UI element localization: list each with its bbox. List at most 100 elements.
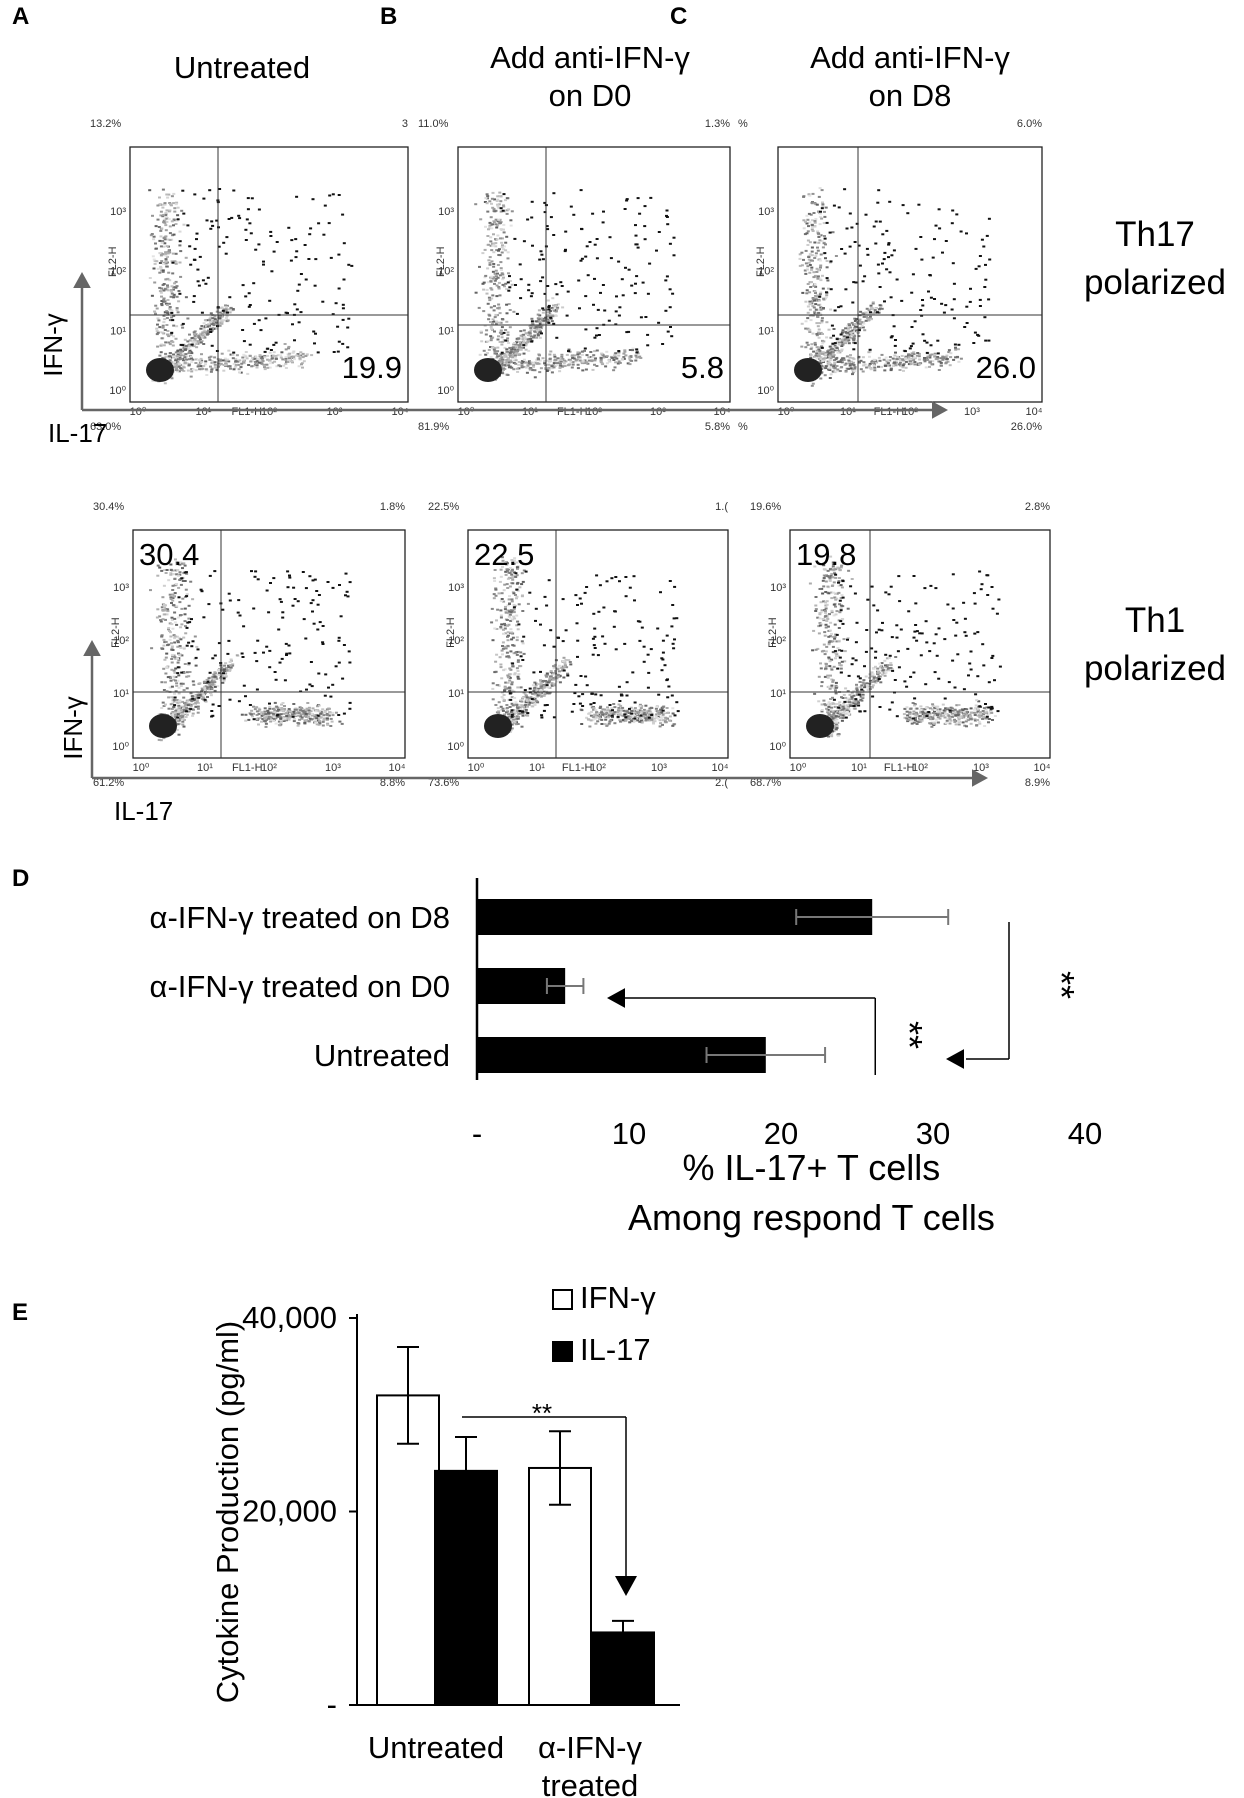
fl2-label: FL2-H bbox=[435, 246, 447, 277]
fl1-label: FL1-H bbox=[231, 406, 262, 418]
x-decade-label: 10² bbox=[261, 406, 277, 418]
panel-d-significance: ** bbox=[1041, 971, 1082, 999]
y-decade-label: 10³ bbox=[770, 582, 786, 594]
quadrant-bl-pct: 81.9% bbox=[418, 421, 449, 433]
panel-e-legend-label: IL-17 bbox=[580, 1332, 651, 1367]
y-decade-label: 10² bbox=[758, 266, 774, 278]
row-title-1: polarized bbox=[1084, 263, 1226, 302]
panel-e-y-tick: - bbox=[327, 1687, 337, 1722]
density-core bbox=[146, 358, 174, 382]
x-decade-label: 10³ bbox=[651, 762, 667, 774]
x-decade-label: 10³ bbox=[650, 406, 666, 418]
panel-e-legend-swatch bbox=[552, 1289, 573, 1310]
row-title-2: Th1 bbox=[1125, 601, 1185, 640]
y-decade-label: 10² bbox=[438, 266, 454, 278]
ifng-axis-label-1: IFN-γ bbox=[38, 313, 68, 377]
y-decade-label: 10³ bbox=[758, 206, 774, 218]
density-cloud bbox=[808, 555, 1002, 738]
y-decade-label: 10⁰ bbox=[109, 385, 126, 397]
y-decade-label: 10³ bbox=[113, 582, 129, 594]
quadrant-br-pct: 26.0% bbox=[1011, 421, 1042, 433]
fl1-label: FL1-H bbox=[874, 406, 905, 418]
density-core bbox=[484, 714, 512, 738]
column-title-1: Untreated bbox=[174, 50, 310, 85]
x-decade-label: 10¹ bbox=[529, 762, 545, 774]
panel-e-category-label: Untreated bbox=[368, 1730, 504, 1765]
x-decade-label: 10³ bbox=[973, 762, 989, 774]
y-decade-label: 10³ bbox=[110, 206, 126, 218]
fl1-label: FL1-H bbox=[562, 762, 593, 774]
y-decade-label: 10² bbox=[770, 635, 786, 647]
panel-e-bracket-arrow bbox=[615, 1576, 637, 1596]
panel-label-d: D bbox=[12, 865, 29, 892]
y-decade-label: 10³ bbox=[448, 582, 464, 594]
panel-label-a: A bbox=[12, 3, 29, 30]
quadrant-bl-pct: 61.2% bbox=[93, 777, 124, 789]
quadrant-br-pct: 5.8% bbox=[705, 421, 730, 433]
y-decade-label: 10² bbox=[113, 635, 129, 647]
panel-d-category-label: Untreated bbox=[314, 1038, 450, 1073]
quadrant-tl-pct: 11.0% bbox=[418, 118, 449, 130]
x-decade-label: 10³ bbox=[325, 762, 341, 774]
panel-d-x-title: Among respond T cells bbox=[628, 1197, 995, 1238]
quadrant-bl-pct: % bbox=[738, 421, 748, 433]
panel-label-c: C bbox=[670, 3, 687, 30]
il17-axis-label-1: IL-17 bbox=[48, 418, 107, 448]
panel-e-category-label: treated bbox=[542, 1768, 639, 1798]
x-decade-label: 10² bbox=[902, 406, 918, 418]
highlight-percentage: 19.9 bbox=[342, 350, 402, 385]
density-core bbox=[149, 714, 177, 738]
y-decade-label: 10⁰ bbox=[112, 741, 129, 753]
panel-label-e: E bbox=[12, 1299, 28, 1326]
panel-e-legend-label: IFN-γ bbox=[580, 1280, 656, 1315]
x-decade-label: 10⁰ bbox=[790, 762, 807, 774]
quadrant-tr-pct: 6.0% bbox=[1017, 118, 1042, 130]
x-decade-label: 10¹ bbox=[197, 762, 213, 774]
fl1-label: FL1-H bbox=[557, 406, 588, 418]
quadrant-tr-pct: 1.3% bbox=[705, 118, 730, 130]
il17-axis-label-2: IL-17 bbox=[114, 796, 173, 826]
panel-d-bracket-1-arrow bbox=[607, 988, 625, 1008]
quadrant-tl-pct: 22.5% bbox=[428, 501, 459, 513]
x-decade-label: 10² bbox=[261, 762, 277, 774]
row-title-1: Th17 bbox=[1115, 215, 1195, 254]
y-decade-label: 10³ bbox=[438, 206, 454, 218]
y-decade-label: 10² bbox=[110, 266, 126, 278]
column-title-3: Add anti-IFN-γ bbox=[810, 40, 1010, 75]
x-decade-label: 10¹ bbox=[522, 406, 538, 418]
panel-d-significance: ** bbox=[889, 1021, 930, 1049]
x-decade-label: 10² bbox=[912, 762, 928, 774]
quadrant-bl-pct: 73.6% bbox=[428, 777, 459, 789]
flow-plot-th1-d0: 10⁰ 10¹ 10² 10³ 10⁴ 10⁰ 10¹ 10² 10³ FL1-H FL2-H 22.… bbox=[428, 501, 729, 789]
x-decade-label: 10⁴ bbox=[1026, 406, 1043, 418]
fl2-label: FL2-H bbox=[107, 246, 119, 277]
panel-d-x-tick: 30 bbox=[916, 1116, 950, 1151]
density-core bbox=[474, 358, 502, 382]
panel-label-b: B bbox=[380, 3, 397, 30]
panel-d-x-tick: 40 bbox=[1068, 1116, 1102, 1151]
il17-axis-arrowhead-1 bbox=[932, 401, 948, 419]
quadrant-tr-pct: 3 bbox=[402, 118, 408, 130]
fl2-label: FL2-H bbox=[110, 617, 122, 648]
quadrant-bl-pct: 63.0% bbox=[90, 421, 121, 433]
x-decade-label: 10⁴ bbox=[712, 762, 729, 774]
y-decade-label: 10¹ bbox=[448, 688, 464, 700]
y-decade-label: 10¹ bbox=[110, 325, 126, 337]
panel-d-bracket-2-arrow bbox=[946, 1049, 964, 1069]
quadrant-tr-pct: 1.8% bbox=[380, 501, 405, 513]
panel-d-category-label: α-IFN-γ treated on D0 bbox=[150, 969, 450, 1004]
x-decade-label: 10² bbox=[590, 762, 606, 774]
panel-e-significance: ** bbox=[532, 1398, 552, 1428]
panel-e-y-tick: 40,000 bbox=[242, 1300, 337, 1335]
x-decade-label: 10⁰ bbox=[130, 406, 147, 418]
column-title-3: on D8 bbox=[869, 78, 952, 113]
flow-plot-th17-d0: 10⁰ 10¹ 10² 10³ 10⁴ 10⁰ 10¹ 10² 10³ FL1-H FL2-H 11.… bbox=[418, 118, 731, 433]
y-decade-label: 10¹ bbox=[438, 325, 454, 337]
column-title-2: Add anti-IFN-γ bbox=[490, 40, 690, 75]
y-decade-label: 10¹ bbox=[758, 325, 774, 337]
x-decade-label: 10⁴ bbox=[389, 762, 406, 774]
highlight-percentage: 30.4 bbox=[139, 537, 199, 572]
y-decade-label: 10⁰ bbox=[769, 741, 786, 753]
row-title-2: polarized bbox=[1084, 649, 1226, 688]
